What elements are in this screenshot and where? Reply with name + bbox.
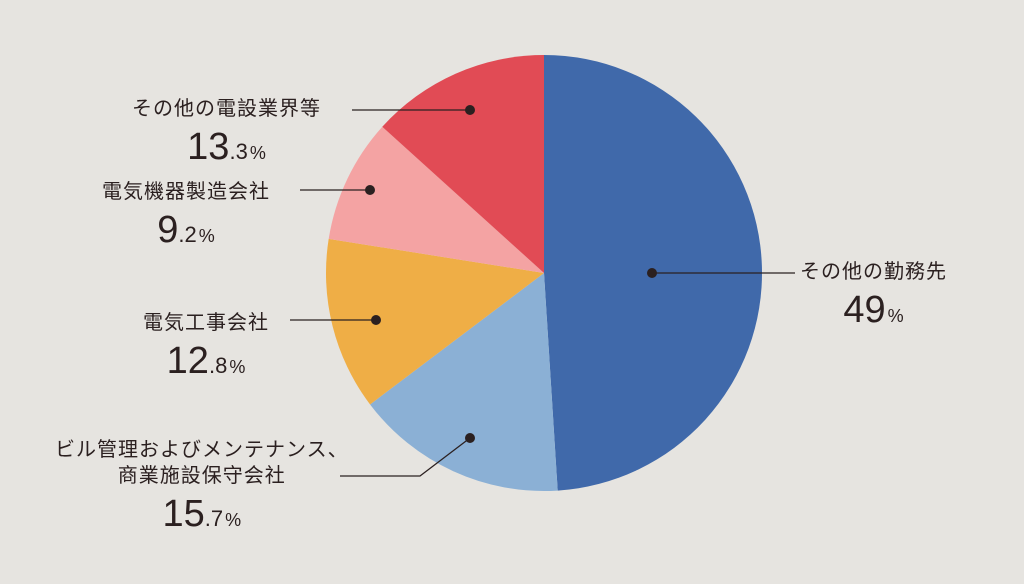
- slice-value: 49%: [843, 289, 904, 331]
- slice-label: 電気機器製造会社: [102, 179, 270, 203]
- slice-label: その他の勤務先: [800, 259, 947, 283]
- slice-value: 9.2%: [157, 209, 215, 251]
- label-other-electrical-industry: その他の電設業界等 13.3%: [132, 95, 321, 178]
- label-building-management: ビル管理およびメンテナンス、 商業施設保守会社 15.7%: [55, 436, 349, 545]
- label-other-employers: その他の勤務先 49%: [800, 258, 947, 341]
- slice-label-line2: 商業施設保守会社: [117, 463, 286, 487]
- slice-value: 13.3%: [187, 126, 266, 168]
- pie-slice-1: [370, 273, 558, 492]
- label-electrical-construction: 電気工事会社 12.8%: [143, 309, 269, 392]
- leader-line-1: [340, 437, 471, 477]
- label-electrical-equipment-manufacturer: 電気機器製造会社 9.2%: [102, 178, 270, 261]
- leader-dot-3: [365, 185, 375, 195]
- slice-label-line1: ビル管理およびメンテナンス、: [55, 437, 349, 461]
- slice-value: 15.7%: [162, 493, 242, 535]
- slice-value: 12.8%: [166, 340, 246, 382]
- slice-label: 電気工事会社: [143, 310, 269, 334]
- slice-label: その他の電設業界等: [132, 96, 321, 120]
- leader-dot-0: [647, 268, 657, 278]
- leader-dot-1: [465, 433, 475, 443]
- leader-dot-4: [465, 105, 475, 115]
- pie-slice-2: [325, 238, 544, 405]
- pie-slice-3: [328, 126, 544, 273]
- leader-dot-2: [371, 315, 381, 325]
